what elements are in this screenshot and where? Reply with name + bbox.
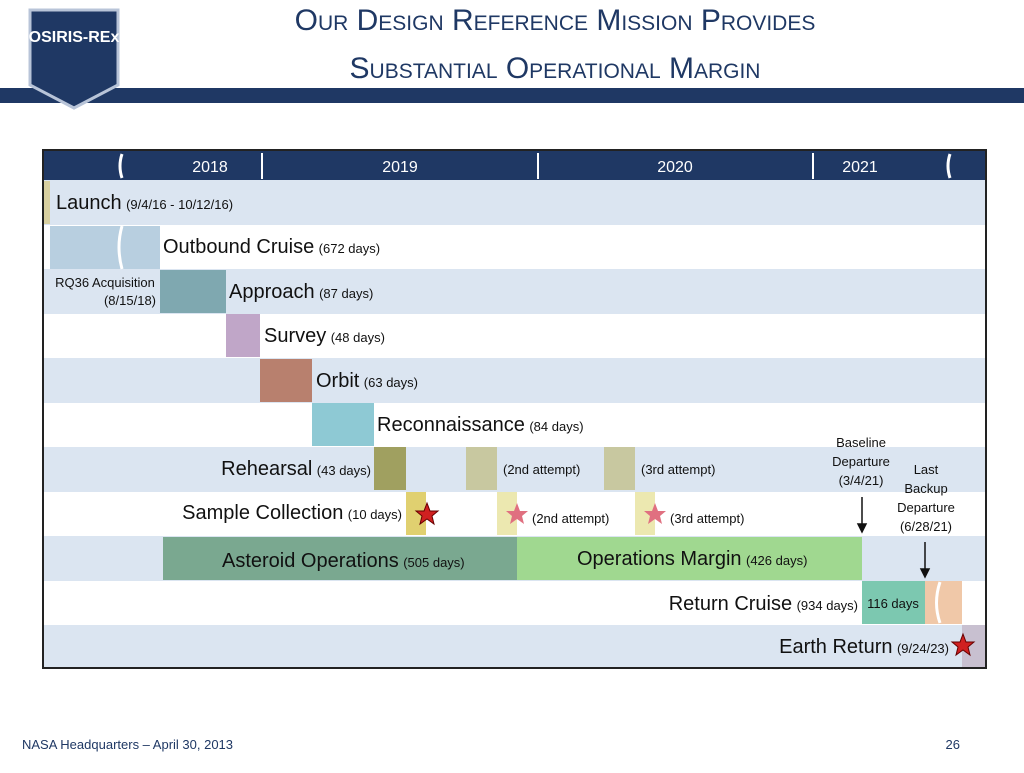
footer-text: NASA Headquarters – April 30, 2013	[22, 737, 233, 752]
header-band	[0, 88, 1024, 103]
label: (8/15/18)	[104, 293, 156, 308]
label: 116 days	[867, 596, 919, 611]
label-part: Survey	[264, 325, 326, 347]
annotation: Departure	[832, 454, 890, 469]
label: Launch (9/4/16 - 10/12/16)	[56, 192, 233, 214]
label-part: Asteroid Operations	[222, 550, 399, 572]
label: Return Cruise (934 days)	[669, 593, 858, 615]
annotation: Baseline	[836, 435, 886, 450]
title: Our Design Reference Mission Provides	[295, 4, 816, 37]
year: 2021	[842, 159, 878, 176]
label-part: (9/24/23)	[897, 641, 949, 656]
label-part: (48 days)	[331, 330, 385, 345]
label: Approach (87 days)	[229, 281, 373, 303]
label: (3rd attempt)	[641, 462, 715, 477]
label: (2nd attempt)	[532, 511, 609, 526]
annotation: Backup	[904, 481, 947, 496]
label-part: (84 days)	[529, 419, 583, 434]
page-number: 26	[946, 737, 960, 752]
label: Sample Collection (10 days)	[182, 502, 402, 524]
label-part: Operations Margin	[577, 548, 742, 570]
timeline: 2018 2019 2020 2021 Launch (9/4/16 - 10/…	[42, 149, 987, 669]
label: Operations Margin (426 days)	[577, 548, 807, 570]
label: Outbound Cruise (672 days)	[163, 236, 380, 258]
logo: OSIRIS-REx	[28, 8, 120, 110]
label: Earth Return (9/24/23)	[779, 636, 949, 658]
label-part: Earth Return	[779, 636, 892, 658]
year: 2019	[382, 159, 418, 176]
label: (3rd attempt)	[670, 511, 744, 526]
year: 2020	[657, 159, 693, 176]
label-part: Sample Collection	[182, 502, 343, 524]
label-part: (43 days)	[317, 463, 371, 478]
label: Orbit (63 days)	[316, 370, 418, 392]
label-part: (63 days)	[364, 375, 418, 390]
label-part: (505 days)	[403, 555, 464, 570]
label-part: (87 days)	[319, 286, 373, 301]
annotation: (3/4/21)	[839, 473, 884, 488]
annotation: (6/28/21)	[900, 519, 952, 534]
label-part: Orbit	[316, 370, 360, 392]
label-part: (934 days)	[797, 598, 858, 613]
label: RQ36 Acquisition	[55, 275, 155, 290]
label: Survey (48 days)	[264, 325, 385, 347]
label: Reconnaissance (84 days)	[377, 414, 584, 436]
annotation: Last	[914, 462, 939, 477]
title: Substantial Operational Margin	[350, 52, 761, 85]
label-part: Approach	[229, 281, 315, 303]
year: 2018	[192, 159, 228, 176]
label: (2nd attempt)	[503, 462, 580, 477]
label-part: Reconnaissance	[377, 414, 525, 436]
label-part: (10 days)	[348, 507, 402, 522]
label-part: (9/4/16 - 10/12/16)	[126, 197, 233, 212]
label-part: Rehearsal	[221, 458, 312, 480]
logo-text: OSIRIS-REx	[29, 29, 120, 46]
label-part: (426 days)	[746, 553, 807, 568]
label: Asteroid Operations (505 days)	[222, 550, 465, 572]
label-part: Outbound Cruise	[163, 236, 314, 258]
label-part: (672 days)	[319, 241, 380, 256]
label-part: Return Cruise	[669, 593, 792, 615]
label-part: Launch	[56, 192, 122, 214]
label: Rehearsal (43 days)	[221, 458, 371, 480]
annotation: Departure	[897, 500, 955, 515]
